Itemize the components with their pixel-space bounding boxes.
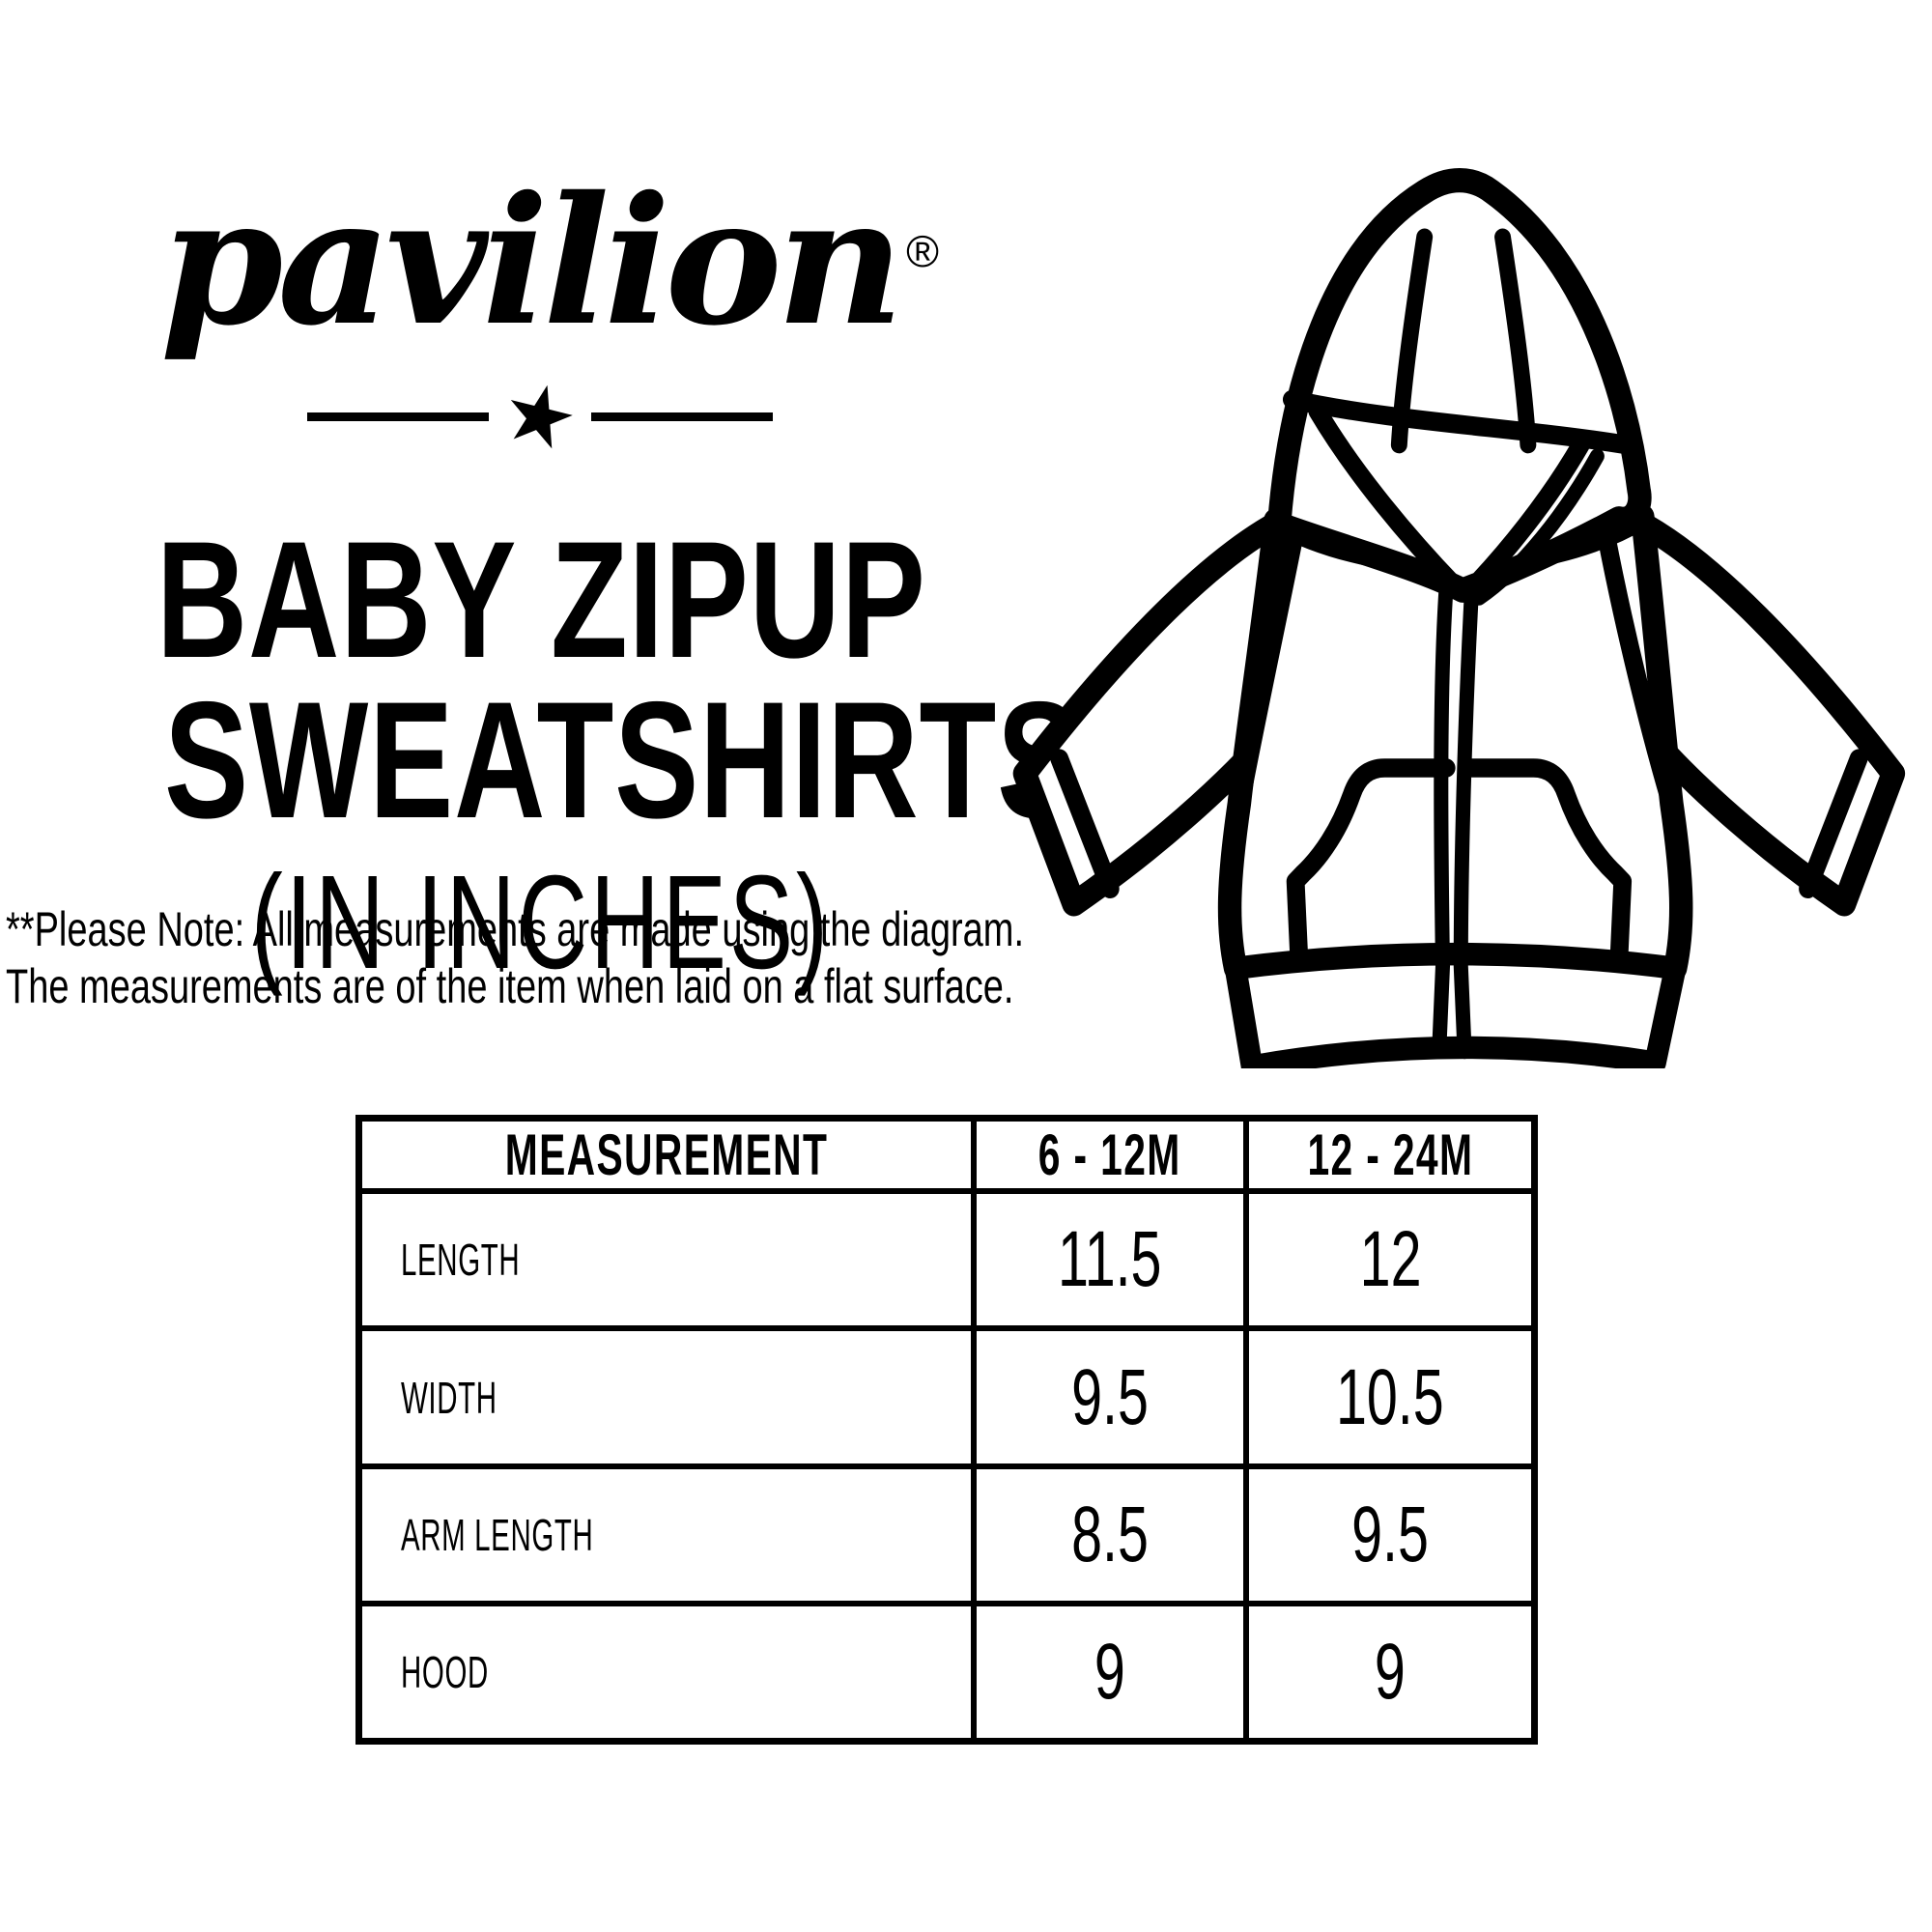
hoodie-zipper-line-right (1453, 581, 1480, 1060)
hoodie-pocket-left (1286, 758, 1456, 971)
star-icon: ★ (492, 362, 588, 470)
hoodie-diagram (1012, 168, 1906, 1068)
registered-trademark-symbol: ® (906, 226, 939, 276)
column-header-6-12m-text: 6 - 12M (1038, 1122, 1182, 1187)
row-label-arm-length: ARM LENGTH (355, 1463, 977, 1607)
width-6-12m-value: 9.5 (970, 1325, 1250, 1469)
row-label-width: WIDTH (355, 1325, 977, 1469)
column-header-12-24m: 12 - 24M (1243, 1115, 1538, 1194)
table-row-length: LENGTH 11.5 12 (355, 1187, 1538, 1332)
hoodie-pocket-right (1463, 758, 1633, 971)
page-title-line2: SWEATSHIRTS (19, 677, 1081, 843)
table-row-arm-length: ARM LENGTH 8.5 9.5 (355, 1463, 1538, 1607)
width-12-24m-text: 10.5 (1336, 1352, 1445, 1441)
column-header-6-12m: 6 - 12M (970, 1115, 1250, 1194)
arm-length-6-12m-text: 8.5 (1071, 1490, 1150, 1578)
page-title: BABY ZIPUP SWEATSHIRTS (IN INCHES) (19, 507, 1082, 991)
hood-6-12m-value: 9 (970, 1601, 1250, 1745)
length-12-24m-value: 12 (1243, 1187, 1538, 1332)
hoodie-waistband (1224, 942, 1687, 1068)
brand-logo: pavilion ® (160, 145, 939, 435)
hood-opening-right-inner (1471, 448, 1605, 606)
column-header-measurement: MEASUREMENT (355, 1115, 977, 1194)
table-row-width: WIDTH 9.5 10.5 (355, 1325, 1538, 1469)
size-table-header-row: MEASUREMENT 6 - 12M 12 - 24M (355, 1115, 1538, 1194)
cuff-line-right (1799, 749, 1868, 898)
hood-opening-left (1308, 401, 1465, 596)
hood-seam-right (1494, 228, 1537, 454)
hoodie-raglan-seam-left (1232, 529, 1303, 810)
note-line2: The measurements are of the item when la… (6, 959, 1014, 1013)
page-subtitle-text: (IN INCHES) (250, 848, 832, 997)
page-title-line1: BABY ZIPUP (19, 507, 1063, 693)
row-label-length-text: LENGTH (401, 1235, 521, 1286)
divider-line-left (307, 412, 490, 421)
arm-length-12-24m-text: 9.5 (1351, 1490, 1430, 1578)
note-line1: **Please Note: All measurements are made… (6, 902, 1025, 956)
page-title-line1-text: BABY ZIPUP (156, 507, 926, 693)
arm-length-12-24m-value: 9.5 (1243, 1463, 1538, 1607)
page-title-line2-text: SWEATSHIRTS (164, 668, 1083, 853)
measurement-note: **Please Note: All measurements are made… (6, 901, 1455, 1015)
row-label-width-text: WIDTH (401, 1372, 497, 1423)
hoodie-hood (1266, 168, 1652, 603)
hoodie-zipper-line-left (1432, 577, 1454, 1060)
row-label-hood: HOOD (355, 1601, 977, 1745)
hood-12-24m-text: 9 (1375, 1628, 1406, 1717)
hoodie-raglan-seam-right (1597, 526, 1679, 810)
divider-line-right (590, 412, 774, 421)
row-label-length: LENGTH (355, 1187, 977, 1332)
length-6-12m-value: 11.5 (970, 1187, 1250, 1332)
width-6-12m-text: 9.5 (1071, 1352, 1150, 1441)
hood-6-12m-text: 9 (1094, 1628, 1126, 1717)
column-header-12-24m-text: 12 - 24M (1307, 1122, 1474, 1187)
row-label-hood-text: HOOD (401, 1647, 489, 1698)
arm-length-6-12m-value: 8.5 (970, 1463, 1250, 1607)
length-6-12m-text: 11.5 (1058, 1215, 1162, 1304)
brand-wordmark: pavilion (160, 157, 904, 364)
logo-star-divider: ★ (307, 362, 774, 470)
table-row-hood: HOOD 9 9 (355, 1601, 1538, 1745)
length-12-24m-text: 12 (1359, 1215, 1422, 1304)
page-subtitle: (IN INCHES) (19, 854, 1063, 991)
cuff-line-left (1050, 749, 1120, 898)
column-header-measurement-text: MEASUREMENT (504, 1122, 829, 1187)
hood-seam-left (1390, 228, 1434, 454)
hood-12-24m-value: 9 (1243, 1601, 1538, 1745)
size-table: MEASUREMENT 6 - 12M 12 - 24M LENGTH 11.5… (355, 1115, 1538, 1745)
row-label-arm-length-text: ARM LENGTH (401, 1509, 594, 1560)
hood-opening-right-outer (1461, 435, 1590, 600)
width-12-24m-value: 10.5 (1243, 1325, 1538, 1469)
